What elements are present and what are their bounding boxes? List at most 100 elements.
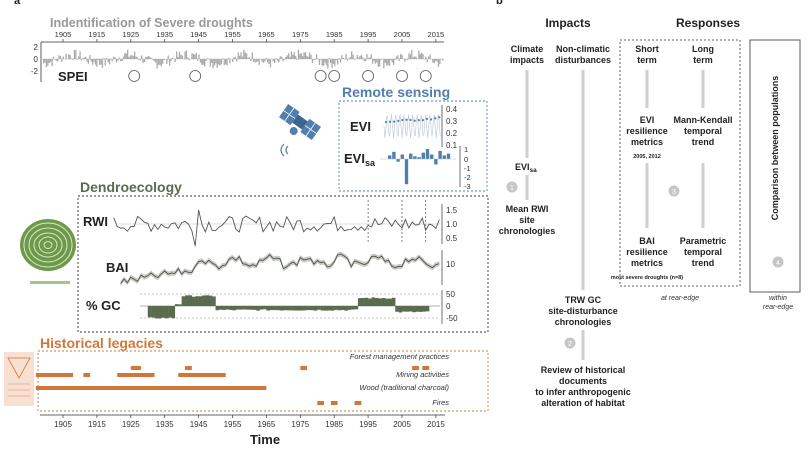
evi-tick: 0.2 [446, 129, 458, 138]
time-year-label: 1995 [359, 420, 377, 429]
time-year-label: 1925 [122, 420, 140, 429]
time-year-label: 2005 [393, 420, 411, 429]
evisa-tick: -2 [464, 173, 471, 182]
drought-circle [419, 70, 432, 82]
historical-event-bar [83, 373, 91, 377]
hist-label-fires: Fires [432, 398, 449, 407]
review-step: Review of historical documents to infer an… [535, 365, 631, 408]
evisa-tick: -3 [464, 182, 471, 191]
gc-tick: 0 [446, 302, 451, 311]
bai-label: BAI [106, 260, 128, 275]
evi-series [383, 114, 442, 139]
long-term: Long term [692, 44, 714, 65]
signal-icon [285, 145, 289, 155]
parametric-trend: Parametric temporal trend [680, 236, 727, 268]
remote-sensing-panel: Remote sensing EVI 0.4 0.3 0.2 0.1 EVIsa… [279, 84, 488, 192]
time-year-label: 2015 [427, 420, 445, 429]
responses-header: Responses [676, 16, 740, 30]
spei-year-label: 1985 [326, 30, 343, 39]
step-circle-2 [564, 337, 576, 349]
core-sample-icon [30, 281, 70, 284]
spei-year-label: 2005 [394, 30, 411, 39]
rear-edge-box [619, 39, 741, 287]
drought-year-lines [367, 200, 427, 244]
historical-event-bar [354, 401, 362, 405]
step-circle-4 [772, 256, 784, 268]
time-year-label: 1935 [156, 420, 174, 429]
historical-event-bar [330, 401, 338, 405]
historical-event-bar [317, 401, 325, 405]
rwi-series [113, 209, 440, 247]
hist-label-mining: Mining activities [396, 370, 449, 379]
historical-legacies-box [37, 350, 489, 412]
evi-resilience-metrics: EVI resilience metrics [626, 115, 668, 147]
evisa-series [388, 149, 451, 185]
dendroecology-box [77, 195, 489, 333]
impacts-header: Impacts [545, 16, 591, 30]
time-axis: 1905 1915 1925 1935 1945 1955 1965 1975 1985 1995… [40, 414, 445, 447]
spei-year-label: 2015 [428, 30, 445, 39]
evi-tick: 0.4 [446, 105, 458, 114]
dendroecology-title: Dendroecology [80, 179, 182, 195]
drought-circle [189, 70, 202, 82]
panel-letter-a: a [14, 0, 21, 7]
spei-year-label: 1995 [360, 30, 377, 39]
remote-sensing-box [338, 100, 488, 192]
gc-tick: 50 [446, 290, 455, 299]
trw-gc-step: TRW GC site-disturbance chronologies [548, 295, 618, 327]
rwi-tick: 0.5 [446, 234, 458, 243]
time-year-label: 1955 [224, 420, 242, 429]
historical-event-bar [185, 366, 192, 370]
climate-impacts: Climate impacts [510, 44, 544, 65]
evisa-tick: 1 [464, 145, 468, 154]
workflow-panel: Impacts Responses Climate impacts Non-cli… [499, 16, 801, 408]
short-term: Short term [635, 44, 659, 65]
spei-year-label: 1975 [292, 30, 309, 39]
hist-label-wood: Wood (traditional charcoal) [359, 383, 449, 392]
spei-year-label: 1965 [258, 30, 275, 39]
rwi-tick: 1.0 [446, 220, 458, 229]
rwi-tick: 1.5 [446, 206, 458, 215]
remote-sensing-title: Remote sensing [342, 84, 450, 100]
historical-event-bar [35, 386, 267, 390]
spei-year-label: 1925 [122, 30, 139, 39]
evisa-step: EVIsa [515, 162, 537, 174]
spei-series [43, 49, 444, 69]
gc-label: % GC [86, 298, 121, 313]
panel-letter-b: b [496, 0, 503, 7]
evi-tick: 0.3 [446, 117, 458, 126]
time-year-label: 1905 [54, 420, 72, 429]
time-axis-title: Time [250, 432, 280, 447]
evisa-tick: 0 [464, 155, 468, 164]
spei-tick: -2 [31, 67, 39, 76]
drought-circle [362, 70, 375, 82]
historical-legacies-panel: Historical legacies Forest management pr… [4, 335, 489, 412]
gc-tick: -50 [446, 314, 458, 323]
step-circle-label: 4 [776, 260, 780, 267]
mean-rwi-step: Mean RWI site chronologies [499, 204, 556, 236]
drought-circle [128, 70, 141, 82]
dendroecology-panel: Dendroecology RWI 1.5 1.0 0.5 BAI 10 % G… [20, 179, 489, 333]
spei-year-label: 1935 [156, 30, 173, 39]
historical-events [35, 366, 430, 405]
time-axis-ticks: 1905 1915 1925 1935 1945 1955 1965 1975 1985 1995… [54, 415, 445, 429]
comparison-box [749, 39, 801, 293]
spei-year-label: 1945 [190, 30, 207, 39]
within-rear-edge: within rear-edge [763, 295, 793, 311]
drought-circle [314, 70, 327, 82]
rwi-label: RWI [83, 214, 108, 229]
evisa-label: EVIsa [344, 151, 376, 168]
historical-event-bar [300, 366, 308, 370]
step-circle-label: 1 [510, 185, 514, 192]
comparison-between-populations: Comparison between populations [770, 76, 780, 221]
historical-event-bar [130, 366, 141, 370]
historical-event-bar [412, 366, 419, 370]
spei-year-ticks: 1905 1915 1925 1935 1945 1955 1965 1975 1985 1995… [55, 30, 445, 42]
time-year-label: 1975 [291, 420, 309, 429]
historical-document-icon [4, 352, 34, 406]
bai-resilience-metrics: BAI resilience metrics [626, 236, 668, 268]
time-year-label: 1915 [88, 420, 106, 429]
bai-resilience-note: most severe droughts (n=8) [611, 275, 683, 281]
evi-resilience-years: 2005, 2012 [633, 154, 661, 160]
